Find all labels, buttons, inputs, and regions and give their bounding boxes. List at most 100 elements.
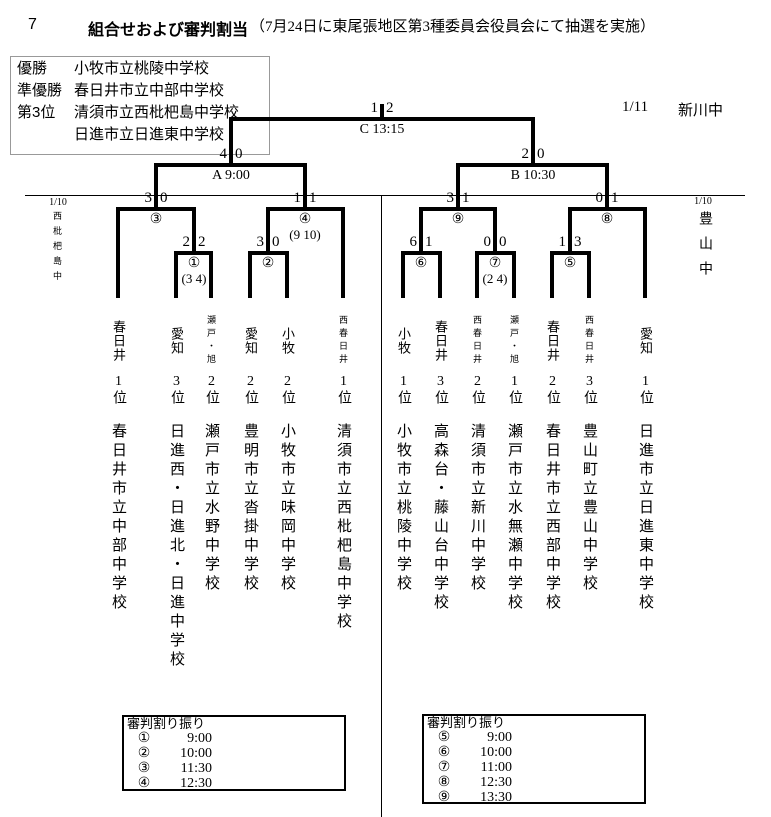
- m6-score-left: 6: [409, 234, 418, 250]
- referee-table-right: 審判割り振り ⑤ 9:00 ⑥ 10:00 ⑦ 11:00 ⑧ 12:30 ⑨ …: [422, 714, 646, 805]
- m8-score-left: 0: [595, 190, 604, 206]
- team-rank: 3位: [433, 374, 448, 405]
- team-rank: 2位: [470, 374, 485, 405]
- title-note: （7月24日に東尾張地区第3種委員会役員会にて抽選を実施）: [250, 19, 656, 35]
- result-school: 清須市立西枇杷島中学校: [74, 104, 240, 121]
- team-region: 瀬戸・旭: [509, 315, 519, 367]
- team-school: 小牧市立味岡中学校: [279, 423, 295, 594]
- bracket-leg: [475, 251, 479, 298]
- result-label: 準優勝: [17, 82, 63, 99]
- bracket-line-m6: [401, 251, 442, 255]
- bracket-leg: [643, 207, 647, 298]
- bracket-leg: [154, 163, 158, 211]
- bracket-leg: [419, 207, 423, 255]
- referee-match-id: ⑥: [437, 745, 451, 760]
- m2-score-right: 0: [272, 234, 280, 250]
- referee-match-id: ②: [137, 746, 151, 761]
- m7-score-right: 0: [499, 234, 507, 250]
- bracket-leg: [401, 251, 405, 298]
- left-court-date: 1/10: [49, 197, 67, 208]
- bracket-leg: [341, 207, 345, 298]
- final-score-left: 1: [370, 100, 379, 116]
- referee-table-title: 審判割り振り: [427, 715, 506, 730]
- semi-b-label: B 10:30: [510, 168, 556, 183]
- referee-match-id: ⑦: [437, 760, 451, 775]
- team-region: 愛知: [243, 327, 258, 355]
- result-row: 日進市立日進東中学校: [11, 125, 269, 145]
- team-school: 春日井市立中部中学校: [110, 423, 126, 613]
- team-region: 西春日井: [472, 315, 482, 367]
- team-rank: 1位: [336, 374, 351, 405]
- bracket-leg: [174, 251, 178, 298]
- bracket-winner-stub: [380, 104, 384, 117]
- m4-id: ④: [298, 212, 312, 227]
- final-venue: 新川中: [678, 103, 724, 119]
- semi-a-score-right: 0: [235, 146, 243, 162]
- referee-table-left: 審判割り振り ① 9:00 ② 10:00 ③ 11:30 ④ 12:30: [122, 715, 346, 791]
- bracket-line-final: [229, 117, 535, 121]
- result-school: 春日井市立中部中学校: [74, 82, 225, 99]
- m4-pk-score: (9 10): [289, 227, 321, 242]
- bracket-line-m5: [550, 251, 591, 255]
- m7-score-left: 0: [483, 234, 492, 250]
- referee-row: ④ 12:30: [124, 776, 344, 791]
- m8-id: ⑧: [600, 212, 614, 227]
- bracket-leg: [605, 163, 609, 211]
- semi-a-label: A 9:00: [212, 168, 250, 183]
- team-rank: 1位: [638, 374, 653, 405]
- m4-score-left: 1: [293, 190, 302, 206]
- m1-score-right: 2: [198, 234, 206, 250]
- final-score-right: 2: [386, 100, 394, 116]
- bracket-leg: [192, 207, 196, 255]
- referee-row: ⑨ 13:30: [424, 790, 644, 805]
- team-rank: 2位: [204, 374, 219, 405]
- m1-id: ①: [187, 256, 201, 271]
- m1-pk-score: (3 4): [181, 271, 207, 286]
- result-label: 第3位: [17, 104, 56, 121]
- m5-score-left: 1: [558, 234, 567, 250]
- m7-id: ⑦: [488, 256, 502, 271]
- team-rank: 3位: [582, 374, 597, 405]
- referee-time: 9:00: [187, 731, 212, 746]
- m1-score-left: 2: [182, 234, 191, 250]
- team-school: 瀬戸市立水野中学校: [203, 423, 219, 594]
- referee-row: ⑥ 10:00: [424, 745, 644, 760]
- page-title: 組合せおよび審判割当: [88, 22, 249, 39]
- result-row: 優勝 小牧市立桃陵中学校: [11, 59, 269, 79]
- team-school: 春日井市立西部中学校: [544, 423, 560, 613]
- bracket-line-m7: [475, 251, 516, 255]
- team-rank: 3位: [169, 374, 184, 405]
- final-label: C 13:15: [359, 122, 405, 137]
- team-region: 愛知: [638, 327, 653, 355]
- final-date: 1/11: [622, 99, 649, 115]
- team-school: 清須市立新川中学校: [469, 423, 485, 594]
- bracket-leg: [438, 251, 442, 298]
- team-school: 日進西・日進北・日進中学校: [168, 423, 184, 670]
- bracket-line-semi-a: [154, 163, 307, 167]
- bracket-leg: [209, 251, 213, 298]
- bracket-line-semi-b: [456, 163, 609, 167]
- semi-a-score-left: 4: [219, 146, 228, 162]
- bracket-leg: [512, 251, 516, 298]
- bracket-leg: [550, 251, 554, 298]
- m5-score-right: 3: [574, 234, 582, 250]
- bracket-leg: [587, 251, 591, 298]
- result-label: [17, 125, 74, 145]
- day-divider-line: [25, 195, 745, 196]
- team-rank: 2位: [243, 374, 258, 405]
- team-region: 春日井: [433, 320, 448, 362]
- team-school: 豊明市立沓掛中学校: [242, 423, 258, 594]
- referee-row: ⑧ 12:30: [424, 775, 644, 790]
- team-school: 瀬戸市立水無瀬中学校: [506, 423, 522, 613]
- team-region: 小牧: [280, 327, 295, 355]
- team-region: 春日井: [545, 320, 560, 362]
- referee-match-id: ⑨: [437, 790, 451, 805]
- team-school: 高森台・藤山台中学校: [432, 423, 448, 613]
- team-school: 清須市立西枇杷島中学校: [335, 423, 351, 632]
- referee-row: ⑤ 9:00: [424, 730, 644, 745]
- result-school: 小牧市立桃陵中学校: [74, 60, 210, 77]
- team-region: 瀬戸・旭: [206, 315, 216, 367]
- referee-time: 10:00: [480, 745, 512, 760]
- bracket-line-m9: [419, 207, 497, 211]
- m9-score-right: 1: [462, 190, 470, 206]
